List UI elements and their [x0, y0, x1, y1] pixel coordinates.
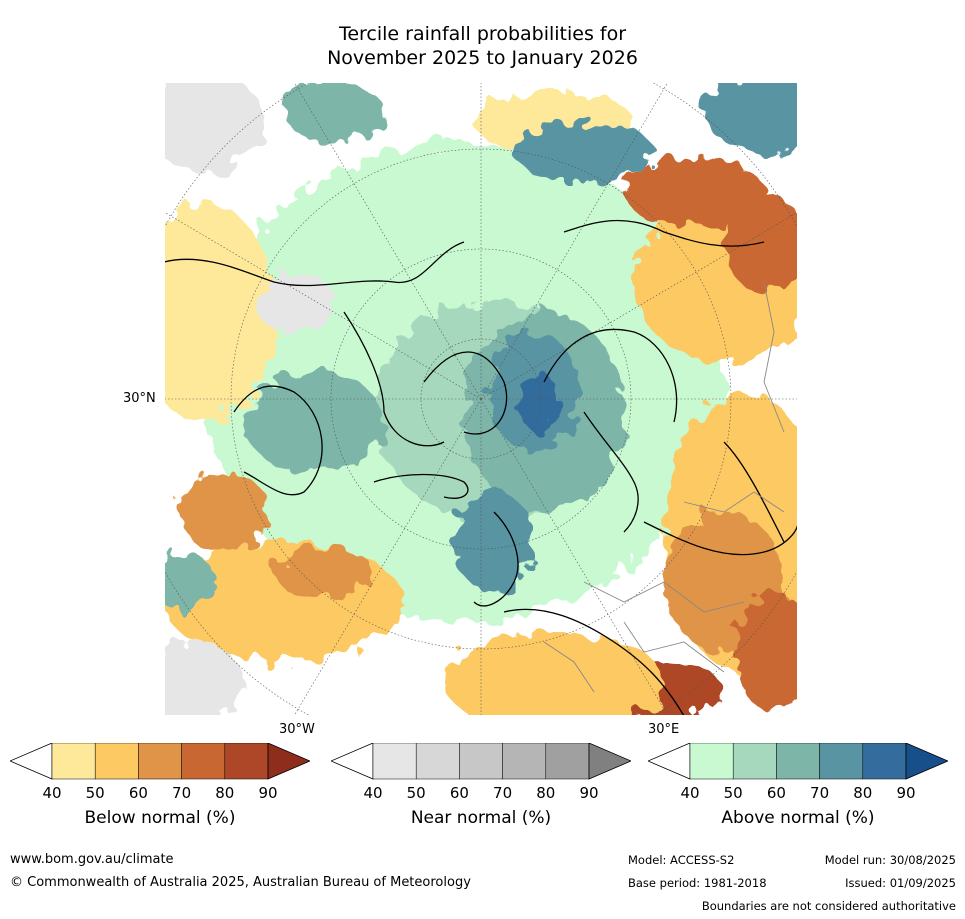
below-normal-area	[724, 192, 798, 292]
below-normal-area	[164, 202, 274, 422]
model-run-date: Model run: 30/08/2025	[824, 853, 956, 867]
colorbar-near-normal: 40 50 60 70 80 90	[329, 742, 633, 807]
colorbar-tick-label: 60	[450, 784, 469, 802]
colorbar-tick-label: 80	[215, 784, 234, 802]
colorbar-tick-label: 70	[172, 784, 191, 802]
colorbar-segment	[138, 742, 182, 780]
probability-field	[164, 82, 798, 716]
colorbar-tick-label: 60	[129, 784, 148, 802]
colorbar-tick-label: 90	[579, 784, 598, 802]
colorbar-below-normal-graphic: 40 50 60 70 80 90	[8, 742, 312, 802]
colorbar-segment	[181, 742, 226, 780]
colorbar-tick-label: 40	[363, 784, 382, 802]
colorbar-extend-low	[646, 742, 691, 780]
colorbar-above-normal-graphic: 40 50 60 70 80 90	[646, 742, 950, 802]
issued-date: Issued: 01/09/2025	[845, 876, 956, 890]
rainfall-probability-map	[164, 82, 798, 716]
above-normal-area	[244, 372, 384, 472]
below-normal-area	[624, 157, 764, 227]
colorbar-segment	[94, 742, 139, 780]
chart-title: Tercile rainfall probabilities for Novem…	[0, 22, 965, 70]
colorbar-near-normal-graphic: 40 50 60 70 80 90	[329, 742, 633, 802]
colorbar-tick-label: 50	[724, 784, 743, 802]
above-normal-area	[284, 82, 384, 142]
colorbar-above-normal: 40 50 60 70 80 90	[646, 742, 950, 807]
colorbar-tick-label: 90	[258, 784, 277, 802]
colorbar-segment	[689, 742, 734, 780]
colorbar-tick-label: 90	[896, 784, 915, 802]
near-normal-area	[164, 82, 264, 172]
colorbar-segment	[51, 742, 96, 780]
political-boundaries	[543, 281, 785, 693]
model-name: Model: ACCESS-S2	[628, 853, 735, 867]
title-line-2: November 2025 to January 2026	[327, 47, 638, 69]
above-normal-area	[514, 122, 654, 182]
colorbar-tick-label: 50	[407, 784, 426, 802]
above-normal-area	[164, 552, 214, 612]
copyright-notice: © Commonwealth of Australia 2025, Austra…	[10, 875, 471, 890]
colorbar-segment	[502, 742, 547, 780]
colorbar-segment	[459, 742, 503, 780]
colorbar-tick-label: 70	[810, 784, 829, 802]
colorbar-title-below-normal: Below normal (%)	[84, 808, 236, 828]
colorbar-extend-high	[905, 742, 950, 780]
colorbar-tick-label: 70	[493, 784, 512, 802]
colorbar-tick-label: 80	[536, 784, 555, 802]
title-line-1: Tercile rainfall probabilities for	[338, 23, 627, 45]
above-normal-area	[704, 82, 798, 152]
colorbar-segment	[415, 742, 460, 780]
colorbar-extend-low	[329, 742, 374, 780]
colorbar-tick-label: 80	[853, 784, 872, 802]
colorbar-segment	[732, 742, 777, 780]
colorbar-segment	[545, 742, 590, 780]
colorbar-tick-label: 60	[767, 784, 786, 802]
colorbar-extend-high	[267, 742, 312, 780]
colorbar-tick-label: 50	[86, 784, 105, 802]
website-link[interactable]: www.bom.gov.au/climate	[10, 852, 174, 867]
colorbar-below-normal: 40 50 60 70 80 90	[8, 742, 312, 807]
near-normal-area	[254, 272, 334, 332]
near-normal-area	[164, 642, 244, 716]
below-normal-area	[179, 472, 269, 552]
colorbar-segment	[372, 742, 417, 780]
colorbar-segment	[224, 742, 269, 780]
colorbar-tick-label: 40	[42, 784, 61, 802]
colorbar-segment	[776, 742, 820, 780]
graticule	[164, 82, 798, 716]
boundaries-disclaimer: Boundaries are not considered authoritat…	[701, 899, 956, 913]
above-normal-area	[454, 492, 534, 592]
colorbar-title-near-normal: Near normal (%)	[410, 808, 552, 828]
above-normal-area	[519, 372, 559, 432]
colorbar-title-above-normal: Above normal (%)	[721, 808, 875, 828]
colorbar-extend-high	[588, 742, 633, 780]
lon-label-30w: 30°W	[279, 722, 315, 737]
colorbar-tick-label: 40	[680, 784, 699, 802]
below-normal-area	[734, 592, 798, 712]
base-period: Base period: 1981-2018	[628, 876, 767, 890]
colorbar-segment	[862, 742, 907, 780]
below-normal-area	[274, 547, 374, 597]
coastlines	[164, 219, 798, 716]
map-frame	[164, 82, 798, 716]
lon-label-30e: 30°E	[648, 722, 680, 737]
lat-label-30n: 30°N	[123, 391, 156, 406]
colorbar-extend-low	[8, 742, 53, 780]
colorbar-segment	[819, 742, 864, 780]
below-normal-area	[444, 632, 664, 716]
